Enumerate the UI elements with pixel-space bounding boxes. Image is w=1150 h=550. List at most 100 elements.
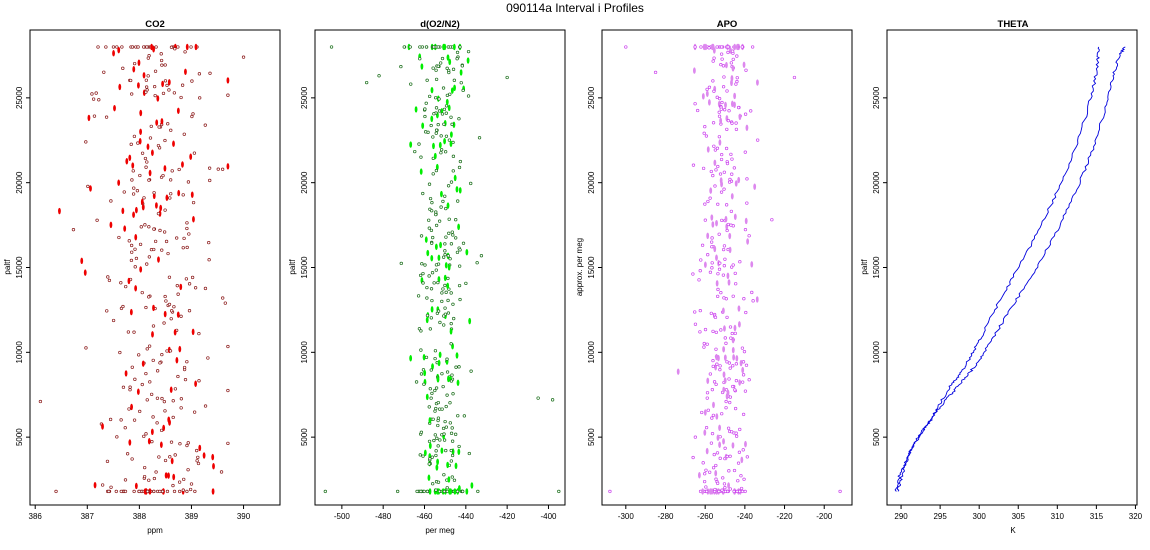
panel-do2n2-point <box>445 93 450 98</box>
panel-apo-point <box>743 227 748 232</box>
panel-do2n2-outlier-point <box>377 74 381 78</box>
panel-apo-point <box>691 163 696 167</box>
panel-do2n2-point <box>440 190 443 198</box>
panel-co2-point <box>171 483 175 488</box>
panel-co2-point <box>177 480 182 484</box>
panel-do2n2-point <box>432 142 435 150</box>
panel-apo-point <box>711 364 715 368</box>
panel-co2-point <box>195 459 199 463</box>
panel-do2n2-point <box>447 70 451 75</box>
panel-do2n2-point <box>446 311 451 315</box>
panel-co2-point <box>145 160 149 164</box>
panel-do2n2-point <box>455 186 459 193</box>
panel-co2-point <box>197 331 201 336</box>
panel-apo-y-tick-label: 25000 <box>587 86 596 109</box>
panel-co2-point <box>109 485 113 489</box>
panel-do2n2-point <box>458 159 463 164</box>
panel-do2n2-point <box>423 369 427 377</box>
panel-co2-point <box>194 43 198 51</box>
panel-co2-point <box>176 107 180 114</box>
panel-apo-point <box>715 280 719 287</box>
panel-apo-point <box>703 261 707 268</box>
panel-co2-point <box>190 114 194 119</box>
panel-do2n2-point <box>434 128 439 132</box>
panel-co2-point <box>160 396 164 401</box>
panel-co2-point <box>137 489 141 494</box>
panel-apo-point <box>723 446 727 450</box>
panel-do2n2-point <box>430 201 434 205</box>
panel-do2n2-point <box>418 57 422 61</box>
panel-apo-point <box>715 451 720 455</box>
panel-do2n2-point <box>452 478 457 482</box>
panel-co2-point <box>111 45 116 49</box>
panel-co2-point <box>160 248 164 252</box>
panel-co2-point <box>128 439 132 446</box>
panel-apo-point <box>710 432 715 436</box>
panel-co2-point <box>127 277 131 285</box>
panel-do2n2-point <box>423 130 428 134</box>
panel-co2-point <box>181 488 185 492</box>
panel-do2n2-point <box>448 45 453 49</box>
panel-co2-point <box>179 314 183 318</box>
panel-do2n2-point <box>421 271 425 276</box>
panel-do2n2-point <box>447 264 451 271</box>
panel-co2-point <box>145 262 149 266</box>
panel-apo-point <box>722 244 727 248</box>
panel-apo-point <box>695 108 700 113</box>
panel-do2n2-point <box>434 77 439 82</box>
panel-apo-point <box>750 261 754 268</box>
panel-do2n2-point <box>436 444 440 448</box>
panel-do2n2-point <box>434 131 438 135</box>
panel-co2-outlier-point <box>54 489 58 494</box>
panel-co2-point <box>136 45 140 49</box>
panel-co2-point <box>120 45 124 49</box>
panel-apo-point <box>718 261 722 265</box>
panel-do2n2-y-tick-label: 25000 <box>300 86 309 109</box>
panel-apo-point <box>740 489 745 494</box>
panel-do2n2-point <box>434 106 439 110</box>
panel-apo-point <box>733 92 737 100</box>
panel-apo-point <box>725 393 729 400</box>
panel-do2n2-point <box>431 417 435 421</box>
panel-co2-point <box>138 138 142 145</box>
panel-apo-point <box>717 97 722 101</box>
panel-co2-point <box>179 406 183 410</box>
panel-co2-point <box>193 489 197 494</box>
panel-apo-point <box>722 170 726 174</box>
panel-co2-point <box>187 282 192 286</box>
panel-do2n2-point <box>461 489 465 494</box>
panel-do2n2-point <box>437 97 441 101</box>
panel-co2-point <box>192 410 197 414</box>
panel-apo-point <box>732 354 736 361</box>
panel-apo-point <box>725 454 729 459</box>
panel-apo-point <box>718 441 722 448</box>
panel-apo-point <box>725 61 728 69</box>
panel-co2-point <box>159 428 164 433</box>
panel-do2n2-point <box>428 327 432 331</box>
panel-theta-x-tick-label: 315 <box>1090 512 1104 521</box>
panel-apo-title: APO <box>717 19 738 30</box>
panel-apo-point <box>699 258 703 262</box>
panel-apo-point <box>698 330 702 334</box>
panel-do2n2-point <box>442 43 445 51</box>
panel-do2n2-xlabel: per meg <box>425 526 454 535</box>
panel-apo-point <box>722 187 726 191</box>
panel-do2n2-point <box>448 257 452 261</box>
panel-apo-point <box>743 389 748 393</box>
panel-apo-point <box>730 157 734 161</box>
panel-apo-point <box>733 213 737 220</box>
panel-do2n2-point <box>458 264 462 268</box>
panel-do2n2-point <box>430 86 434 94</box>
panel-apo-point <box>706 377 710 384</box>
panel-do2n2-point <box>419 372 424 376</box>
panel-do2n2-point <box>457 117 461 121</box>
panel-co2-point <box>170 457 174 465</box>
panel-do2n2-point <box>442 107 447 112</box>
panel-apo-point <box>710 214 714 221</box>
panel-co2-point <box>137 82 140 89</box>
panel-do2n2-point <box>455 57 459 61</box>
panel-do2n2-point <box>425 313 430 318</box>
panel-co2-point <box>80 257 84 265</box>
panel-do2n2-point <box>446 54 450 61</box>
panel-do2n2-point <box>443 283 447 288</box>
